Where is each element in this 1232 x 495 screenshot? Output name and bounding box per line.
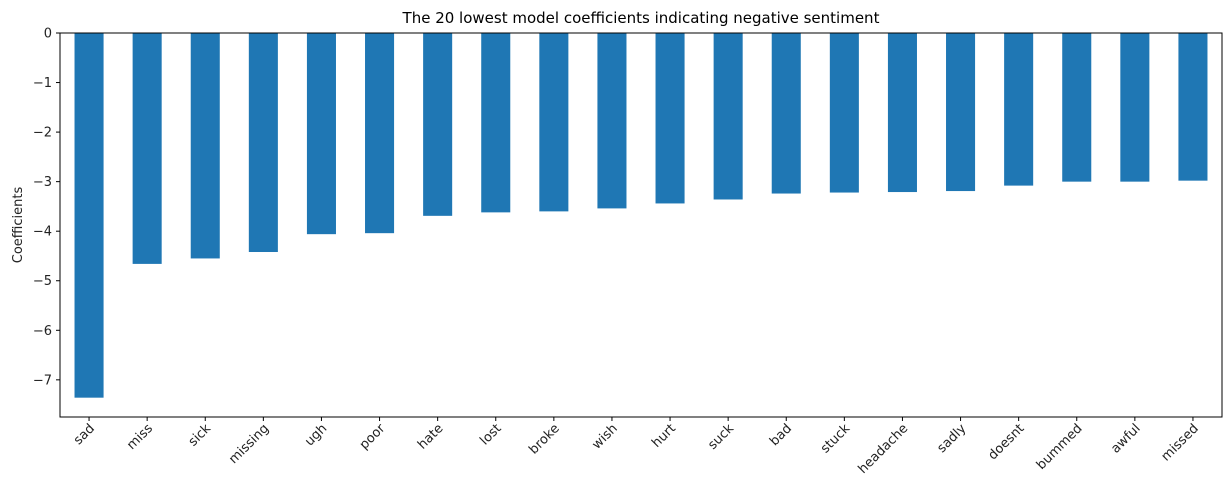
x-tick-label: stuck	[818, 421, 854, 457]
y-axis: 0 −1 −2 −3 −4 −5 −6 −7	[33, 27, 60, 388]
y-tick-label: −7	[33, 373, 52, 388]
x-tick-label: sadly	[935, 421, 970, 456]
x-tick-label: miss	[124, 421, 156, 453]
x-tick-label: awful	[1108, 421, 1143, 456]
x-tick-label: wish	[589, 421, 620, 452]
y-tick-label: −3	[33, 175, 52, 190]
bar-headache	[887, 33, 917, 193]
bar-stuck	[829, 33, 859, 193]
x-axis: sad miss sick missing ugh poor hate lost broke wi…	[71, 417, 1202, 477]
x-tick-label: bad	[767, 421, 795, 449]
y-tick-label: 0	[44, 27, 52, 42]
chart-title: The 20 lowest model coefficients indicat…	[402, 9, 880, 27]
bars-group	[74, 33, 1208, 398]
bar-missing	[248, 33, 278, 253]
x-tick-label: broke	[526, 421, 562, 457]
bar-awful	[1120, 33, 1150, 182]
y-tick-label: −1	[33, 76, 52, 91]
bar-bummed	[1062, 33, 1092, 182]
bar-bad	[771, 33, 801, 194]
x-tick-label: sad	[71, 421, 98, 448]
x-tick-label: suck	[705, 421, 737, 453]
y-tick-label: −2	[33, 126, 52, 141]
bar-hurt	[655, 33, 685, 204]
y-axis-label: Coefficients	[11, 187, 26, 264]
bar-sick	[190, 33, 220, 259]
plot-frame	[59, 32, 1223, 418]
y-tick-label: −6	[33, 324, 52, 339]
bar-doesnt	[1004, 33, 1034, 186]
bar-miss	[132, 33, 162, 264]
bar-lost	[481, 33, 511, 213]
x-tick-label: lost	[477, 421, 504, 448]
y-tick-label: −4	[33, 225, 52, 240]
x-tick-label: hurt	[649, 421, 679, 451]
bar-broke	[539, 33, 569, 212]
x-tick-label: ugh	[302, 421, 330, 449]
bar-poor	[365, 33, 395, 234]
bar-wish	[597, 33, 627, 209]
bar-sadly	[946, 33, 976, 192]
y-tick-label: −5	[33, 274, 52, 289]
bar-hate	[423, 33, 453, 216]
bar-suck	[713, 33, 743, 200]
x-tick-label: missed	[1159, 421, 1202, 464]
x-tick-label: headache	[856, 421, 912, 477]
x-tick-label: bummed	[1034, 421, 1086, 473]
bar-ugh	[306, 33, 336, 235]
x-tick-label: sick	[186, 421, 215, 450]
x-tick-label: poor	[357, 421, 389, 453]
x-tick-label: missing	[226, 421, 272, 467]
bar-missed	[1178, 33, 1208, 181]
x-tick-label: hate	[415, 421, 446, 452]
bar-sad	[74, 33, 104, 398]
x-tick-label: doesnt	[986, 421, 1028, 463]
